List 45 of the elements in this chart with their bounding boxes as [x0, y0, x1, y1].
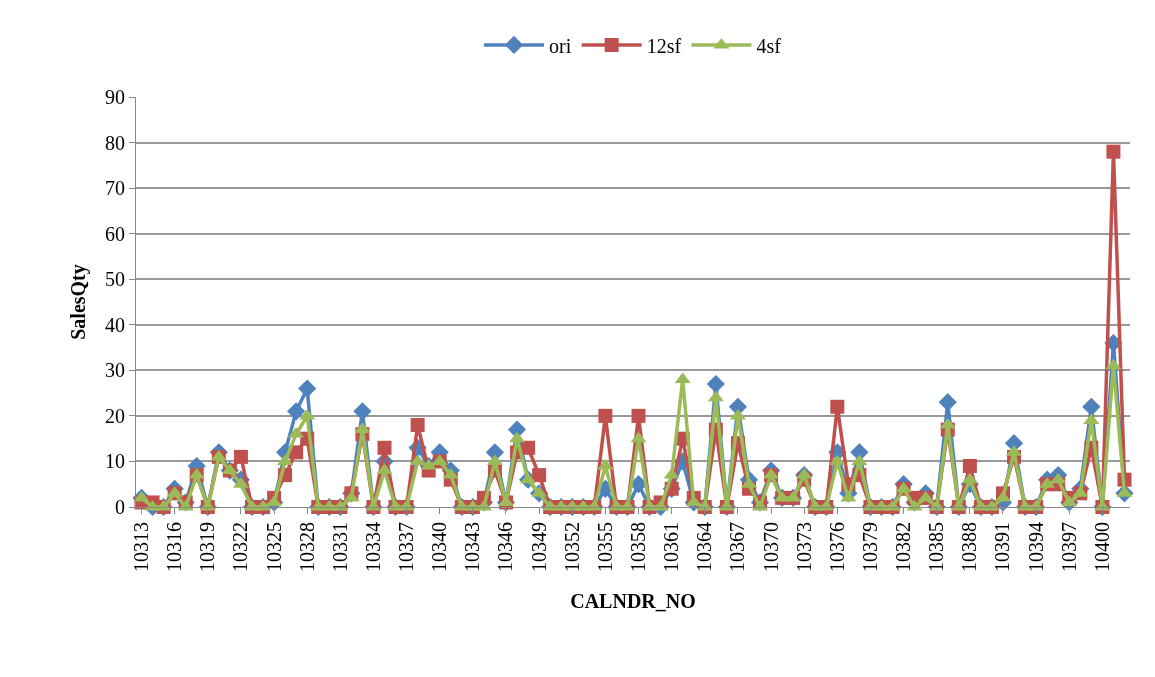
x-tick-label: 10382: [892, 522, 915, 572]
x-tick-label: 10343: [461, 522, 484, 572]
x-tick-label: 10331: [328, 522, 351, 572]
x-tick-label: 10370: [759, 522, 782, 572]
x-tick-label: 10367: [726, 522, 749, 572]
x-tick-label: 10313: [130, 522, 153, 572]
x-axis-title: CALNDR_NO: [570, 589, 696, 612]
legend-label: 12sf: [646, 34, 682, 57]
x-tick-label: 10355: [593, 522, 616, 572]
x-tick-label: 10364: [693, 522, 716, 572]
y-tick-label: 50: [105, 268, 125, 291]
x-tick-label: 10358: [627, 522, 650, 572]
x-tick-label: 10361: [660, 522, 683, 572]
x-tick-label: 10334: [361, 522, 384, 572]
x-tick-label: 10394: [1024, 522, 1047, 572]
x-tick-label: 10316: [163, 522, 186, 572]
y-tick-label: 40: [105, 313, 125, 336]
x-tick-label: 10337: [395, 522, 418, 572]
x-tick-label: 10376: [825, 522, 848, 572]
y-tick-label: 0: [115, 496, 125, 518]
x-tick-label: 10352: [560, 522, 583, 572]
x-tick-label: 10385: [925, 522, 948, 572]
x-tick-label: 10379: [858, 522, 881, 572]
y-tick-label: 90: [105, 86, 125, 108]
y-tick-label: 80: [105, 131, 125, 154]
x-tick-label: 10400: [1090, 522, 1113, 572]
x-tick-label: 10346: [494, 522, 517, 572]
x-tick-label: 10328: [295, 522, 318, 572]
x-tick-label: 10319: [196, 522, 219, 572]
y-tick-label: 10: [105, 450, 125, 473]
y-axis-title: SalesQty: [66, 264, 90, 340]
x-tick-label: 10325: [262, 522, 285, 572]
x-tick-label: 10322: [229, 522, 252, 572]
y-tick-label: 20: [105, 404, 125, 427]
x-tick-label: 10388: [958, 522, 981, 572]
y-tick-label: 70: [105, 177, 125, 200]
x-tick-label: 10349: [527, 522, 550, 572]
x-tick-label: 10391: [991, 522, 1014, 572]
legend-label: 4sf: [756, 34, 782, 57]
legend-label: ori: [549, 34, 572, 57]
x-tick-label: 10373: [792, 522, 815, 572]
x-tick-label: 10397: [1057, 522, 1080, 572]
y-tick-label: 60: [105, 222, 125, 245]
y-tick-label: 30: [105, 359, 125, 382]
x-tick-label: 10340: [428, 522, 451, 572]
